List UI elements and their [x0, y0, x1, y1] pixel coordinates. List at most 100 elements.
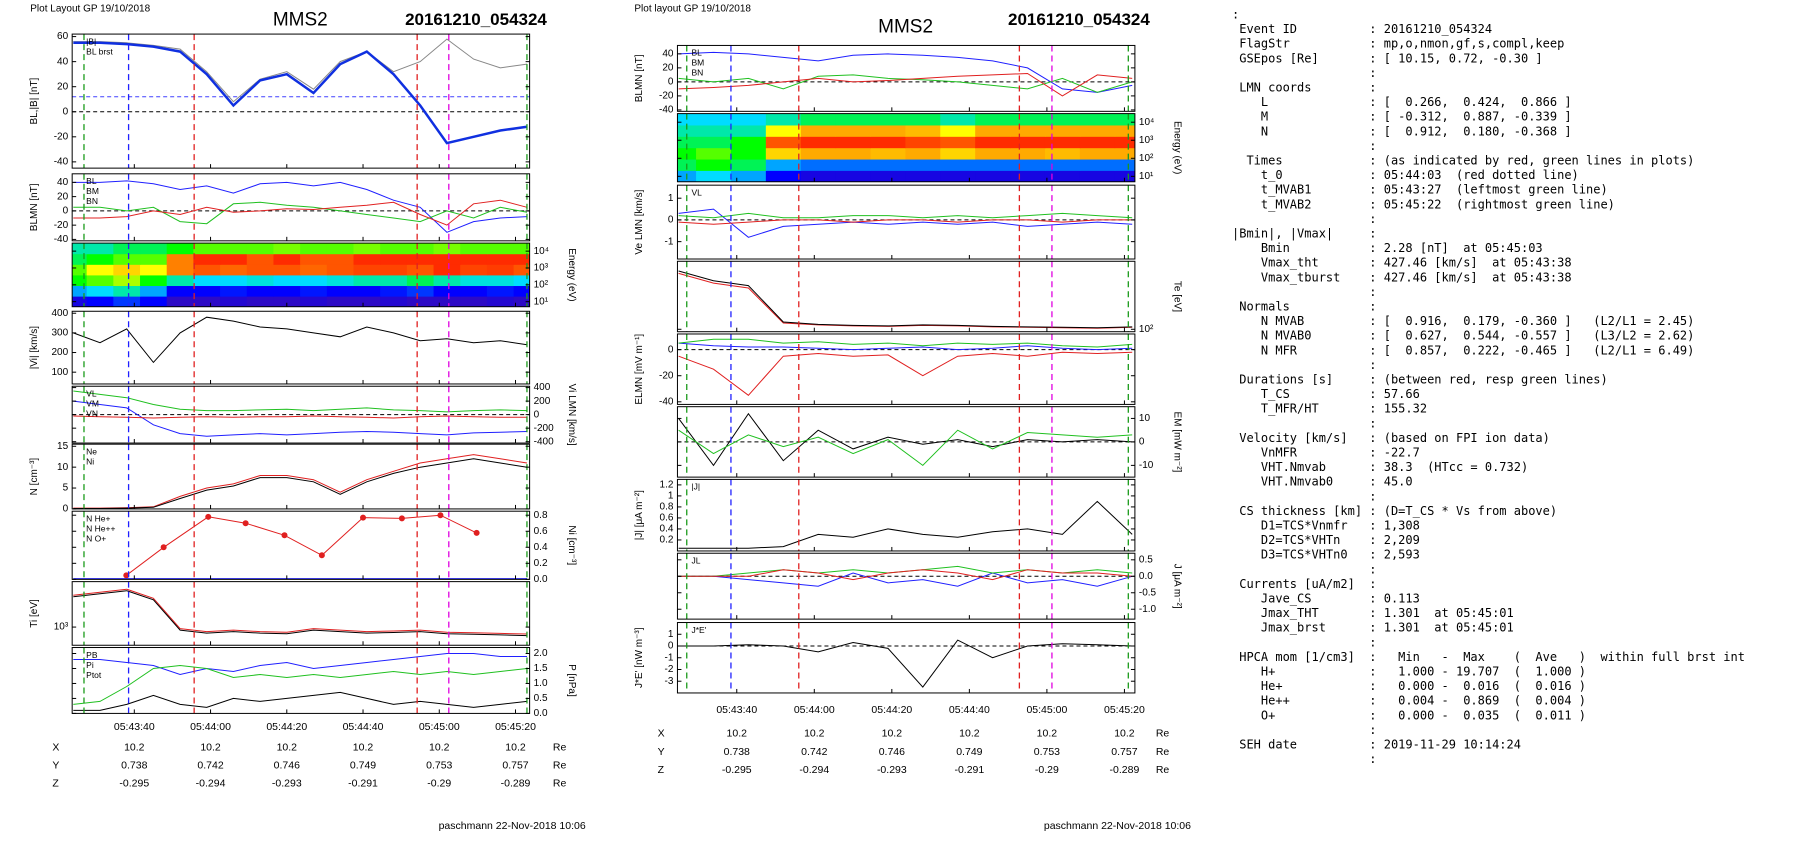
coord-value: 0.749: [350, 759, 376, 771]
summary-line: HPCA mom [1/cm3] : Min - Max ( Ave ) wit…: [1232, 650, 1745, 664]
heatmap-cell: [140, 285, 168, 297]
summary-line: Vmax_tht : 427.46 [km/s] at 05:43:38: [1232, 256, 1572, 270]
heatmap-cell: [140, 296, 168, 307]
y-tick-label: -20: [659, 370, 674, 381]
heatmap-cell: [486, 264, 515, 276]
y-axis-label: BLMN [nT]: [29, 183, 40, 231]
heatmap-cell: [380, 296, 408, 307]
summary-line: t_MVAB2 : 05:45:22 (rightmost green line…: [1232, 197, 1615, 211]
y-tick-label: 0: [668, 215, 674, 226]
heatmap-cell: [246, 243, 274, 255]
heatmap-cell: [86, 243, 114, 255]
coord-unit: Re: [553, 741, 567, 753]
summary-line: Times : (as indicated by red, green line…: [1232, 154, 1694, 168]
heatmap-cell: [433, 274, 461, 287]
heatmap-cell: [140, 243, 168, 255]
series-line: [73, 415, 527, 419]
y-tick-label: 200: [534, 396, 551, 407]
heatmap-cell: [870, 136, 906, 149]
x-tick-label: 05:45:20: [1104, 704, 1145, 716]
series-point: [123, 572, 130, 579]
legend-entry: N O+: [86, 533, 106, 543]
heatmap-cell: [193, 296, 221, 307]
coord-value: 0.746: [879, 746, 905, 758]
coord-value: 0.757: [1111, 746, 1137, 758]
heatmap-cell: [905, 159, 941, 171]
heatmap-cell: [380, 264, 408, 276]
heatmap-cell: [513, 264, 530, 276]
summary-line: T_CS : 57.66: [1232, 387, 1420, 401]
y-tick-label: 20: [57, 81, 69, 92]
heatmap-cell: [835, 147, 872, 160]
y-tick-label: 0.6: [660, 513, 674, 524]
coord-value: 10.2: [882, 728, 903, 740]
y-tick-label: 10⁴: [534, 246, 549, 257]
summary-line: :: [1232, 66, 1377, 80]
series-point: [205, 513, 212, 520]
series-point: [281, 532, 288, 539]
panel: [678, 479, 1133, 551]
coord-name: X: [658, 728, 665, 740]
panel: [72, 243, 530, 307]
heatmap-cell: [1079, 170, 1116, 182]
heatmap-cell: [940, 170, 976, 182]
x-tick-label: 05:44:40: [949, 704, 990, 716]
summary-line: :: [1232, 723, 1377, 737]
legend-entry: |J|: [691, 482, 700, 492]
layout-label: Plot layout GP 19/10/2018: [634, 4, 751, 15]
summary-line: SEH date : 2019-11-29 10:14:24: [1232, 738, 1521, 752]
y-axis-label: EM [mW m⁻²]: [1171, 411, 1182, 472]
coord-value: 10.2: [959, 728, 980, 740]
footer: paschmann 22-Nov-2018 10:06: [439, 820, 586, 832]
y-axis-label: BL,|B| [nT]: [29, 77, 40, 124]
heatmap-cell: [460, 264, 488, 276]
summary-line: He+ : 0.000 - 0.016 ( 0.016 ): [1232, 679, 1586, 693]
y-tick-label: 10²: [1139, 324, 1154, 335]
series-line: [678, 338, 1133, 348]
heatmap-cell: [730, 136, 767, 149]
heatmap-cell: [513, 274, 530, 287]
series-point: [318, 552, 325, 559]
heatmap-cell: [730, 147, 767, 160]
heatmap-cell: [326, 243, 355, 255]
coord-value: -0.289: [501, 778, 531, 790]
panel-frame: [71, 33, 531, 169]
series-line: [678, 500, 1133, 549]
summary-line: CS thickness [km] : (D=T_CS * Vs from ab…: [1232, 504, 1557, 518]
coord-value: -0.294: [799, 764, 829, 776]
heatmap-cell: [326, 274, 355, 287]
summary-line: VnMFR : -22.7: [1232, 446, 1420, 460]
heatmap-cell: [730, 113, 767, 126]
heatmap-cell: [166, 274, 194, 287]
heatmap-cell: [86, 264, 114, 276]
legend-entry: BN: [86, 196, 98, 206]
heatmap-cell: [246, 274, 274, 287]
summary-line: LMN coords :: [1232, 81, 1377, 95]
y-tick-label: -20: [54, 220, 69, 231]
summary-line: L : [ 0.266, 0.424, 0.866 ]: [1232, 95, 1572, 109]
coord-unit: Re: [553, 759, 567, 771]
series-line: [73, 180, 528, 233]
legend-entry: BL: [691, 48, 702, 58]
y-tick-label: 0.5: [534, 693, 548, 704]
summary-line: :: [1232, 416, 1377, 430]
y-tick-label: -20: [54, 131, 69, 142]
panel-frame: [676, 552, 1136, 620]
heatmap-cell: [113, 296, 141, 307]
legend-entry: |B|: [86, 36, 96, 46]
heatmap-cell: [380, 274, 408, 287]
y-tick-label: 40: [57, 56, 69, 67]
heatmap-cell: [246, 296, 274, 307]
y-tick-label: -40: [659, 105, 674, 116]
heatmap-cell: [486, 243, 515, 255]
series-line: [678, 351, 1133, 396]
heatmap-cell: [513, 253, 530, 265]
heatmap-cell: [1010, 113, 1046, 126]
heatmap-cell: [696, 159, 732, 171]
y-tick-label: -2: [665, 664, 674, 675]
y-tick-label: 0: [63, 106, 69, 117]
heatmap-cell: [273, 285, 301, 297]
heatmap-cell: [765, 136, 802, 149]
coord-value: 10.2: [124, 741, 145, 753]
legend-entry: VL: [691, 187, 702, 197]
